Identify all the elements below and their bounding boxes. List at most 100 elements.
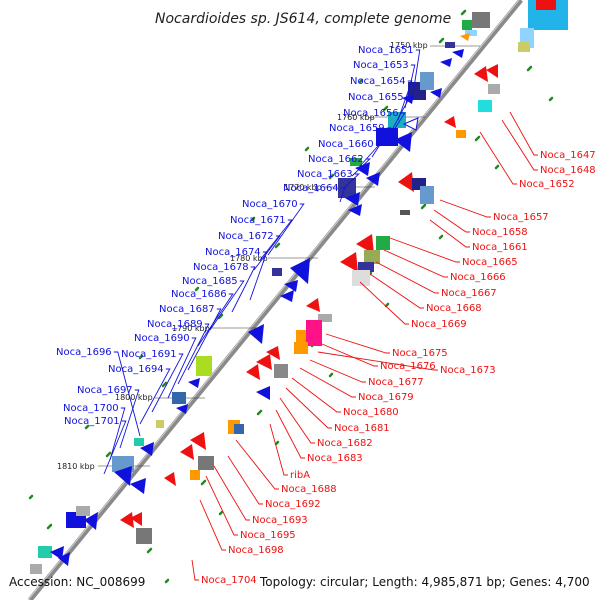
lane-tick — [28, 494, 34, 500]
gene-label-right[interactable]: Noca_1688 — [281, 484, 337, 495]
lane-tick — [438, 234, 444, 240]
gene-label-right[interactable]: Noca_1681 — [334, 423, 390, 434]
gene-arrow — [355, 162, 370, 176]
gene-label-left[interactable]: Noca_1655 — [348, 92, 404, 103]
gene-connector — [279, 397, 315, 444]
gene-arrow — [284, 280, 298, 292]
gene-arrow — [474, 66, 488, 82]
gene-label-right[interactable]: Noca_1698 — [228, 545, 284, 556]
gene-label-left[interactable]: Noca_1660 — [318, 139, 374, 150]
gene-label-right[interactable]: Noca_1683 — [307, 453, 363, 464]
gene-arrow — [50, 546, 64, 560]
gene-label-left[interactable]: Noca_1701 — [64, 416, 120, 427]
gene-label-right[interactable]: Noca_1675 — [392, 348, 448, 359]
gene-label-left[interactable]: Noca_1674 — [205, 247, 261, 258]
gene-connector — [433, 209, 470, 233]
gene-connector — [389, 237, 460, 263]
lane-tick — [474, 135, 481, 142]
gene-label-left[interactable]: Noca_1653 — [353, 60, 409, 71]
gene-arrow — [452, 49, 464, 58]
gene-arrow — [120, 512, 134, 528]
gene-label-right[interactable]: Noca_1693 — [252, 515, 308, 526]
gene-label-right[interactable]: Noca_1673 — [440, 365, 496, 376]
gene-label-left[interactable]: Noca_1690 — [134, 333, 190, 344]
lane-tick — [217, 313, 224, 320]
gene-label-right[interactable]: Noca_1680 — [343, 407, 399, 418]
gene-label-left[interactable]: Noca_1694 — [108, 364, 164, 375]
gene-label-right[interactable]: Noca_1666 — [450, 272, 506, 283]
gene-label-right[interactable]: Noca_1667 — [441, 288, 497, 299]
gene-arrow — [444, 116, 456, 128]
gene-connector — [299, 367, 356, 398]
lane-tick — [526, 65, 533, 72]
gene-label-right[interactable]: Noca_1679 — [358, 392, 414, 403]
gene-label-right[interactable]: Noca_1668 — [426, 303, 482, 314]
gene-label-left[interactable]: Noca_1678 — [193, 262, 249, 273]
gene-label-right[interactable]: Noca_1677 — [368, 377, 424, 388]
gene-label-right[interactable]: ribA — [290, 470, 310, 481]
gene-label-right[interactable]: Noca_1692 — [265, 499, 321, 510]
gene-label-left[interactable]: Noca_1687 — [159, 304, 215, 315]
gene-label-right[interactable]: Noca_1704 — [201, 575, 257, 586]
gene-label-left[interactable]: Noca_1685 — [182, 276, 238, 287]
gene-label-left[interactable]: Noca_1663 — [297, 169, 353, 180]
gene-arrow — [306, 298, 320, 312]
gene-label-right[interactable]: Noca_1695 — [240, 530, 296, 541]
accession-text: Accession: NC_008699 — [9, 575, 145, 589]
lane-tick — [328, 372, 334, 378]
lane-tick — [382, 105, 389, 112]
gene-box — [318, 314, 332, 322]
gene-label-right[interactable]: Noca_1657 — [493, 212, 549, 223]
gene-connector — [119, 389, 140, 449]
gene-label-right[interactable]: Noca_1648 — [540, 165, 596, 176]
gene-connector — [309, 359, 366, 383]
gene-arrow — [398, 172, 414, 192]
gene-connector — [412, 49, 421, 95]
gene-label-left[interactable]: Noca_1689 — [147, 319, 203, 330]
gene-label-left[interactable]: Noca_1664 — [283, 183, 339, 194]
gene-arrow — [246, 364, 260, 380]
gene-label-left[interactable]: Noca_1697 — [77, 385, 133, 396]
bp-label: 1790 kbp — [172, 324, 210, 333]
gene-connector — [197, 293, 234, 347]
gene-arrow — [84, 512, 98, 530]
gene-label-left[interactable]: Noca_1672 — [218, 231, 274, 242]
gene-label-left[interactable]: Noca_1656 — [343, 108, 399, 119]
gene-label-left[interactable]: Noca_1700 — [63, 403, 119, 414]
gene-arrow — [348, 204, 362, 216]
gene-label-right[interactable]: Noca_1669 — [411, 319, 467, 330]
gene-connector — [375, 261, 439, 294]
gene-label-right[interactable]: Noca_1676 — [380, 361, 436, 372]
gene-connector — [397, 80, 413, 121]
topology-text: Topology: circular; Length: 4,985,871 bp… — [259, 575, 590, 589]
gene-arrow — [114, 466, 132, 486]
gene-connector — [391, 96, 411, 131]
gene-label-left[interactable]: Noca_1651 — [358, 45, 414, 56]
gene-label-left[interactable]: Noca_1671 — [230, 215, 286, 226]
gene-label-right[interactable]: Noca_1647 — [540, 150, 596, 161]
gene-connector — [385, 112, 406, 143]
gene-box — [172, 392, 186, 404]
gene-label-left[interactable]: Noca_1670 — [242, 199, 298, 210]
gene-arrow — [280, 290, 294, 302]
lane-tick — [420, 203, 427, 210]
minus-strand-features — [30, 12, 490, 574]
gene-label-right[interactable]: Noca_1682 — [317, 438, 373, 449]
lane-tick — [218, 510, 224, 516]
gene-label-right[interactable]: Noca_1658 — [472, 227, 528, 238]
gene-label-left[interactable]: Noca_1686 — [171, 289, 227, 300]
gene-label-left[interactable]: Noca_1659 — [329, 123, 385, 134]
gene-connector — [249, 251, 268, 301]
gene-connector — [275, 409, 305, 459]
gene-label-right[interactable]: Noca_1661 — [472, 242, 528, 253]
gene-label-left[interactable]: Noca_1691 — [121, 349, 177, 360]
gene-connector — [177, 323, 210, 385]
gene-label-left[interactable]: Noca_1662 — [308, 154, 364, 165]
gene-connector — [227, 455, 263, 505]
gene-label-left[interactable]: Noca_1654 — [350, 76, 406, 87]
gene-label-right[interactable]: Noca_1665 — [462, 257, 518, 268]
gene-label-left[interactable]: Noca_1696 — [56, 347, 112, 358]
gene-label-right[interactable]: Noca_1652 — [519, 179, 575, 190]
gene-arrow — [130, 478, 146, 494]
